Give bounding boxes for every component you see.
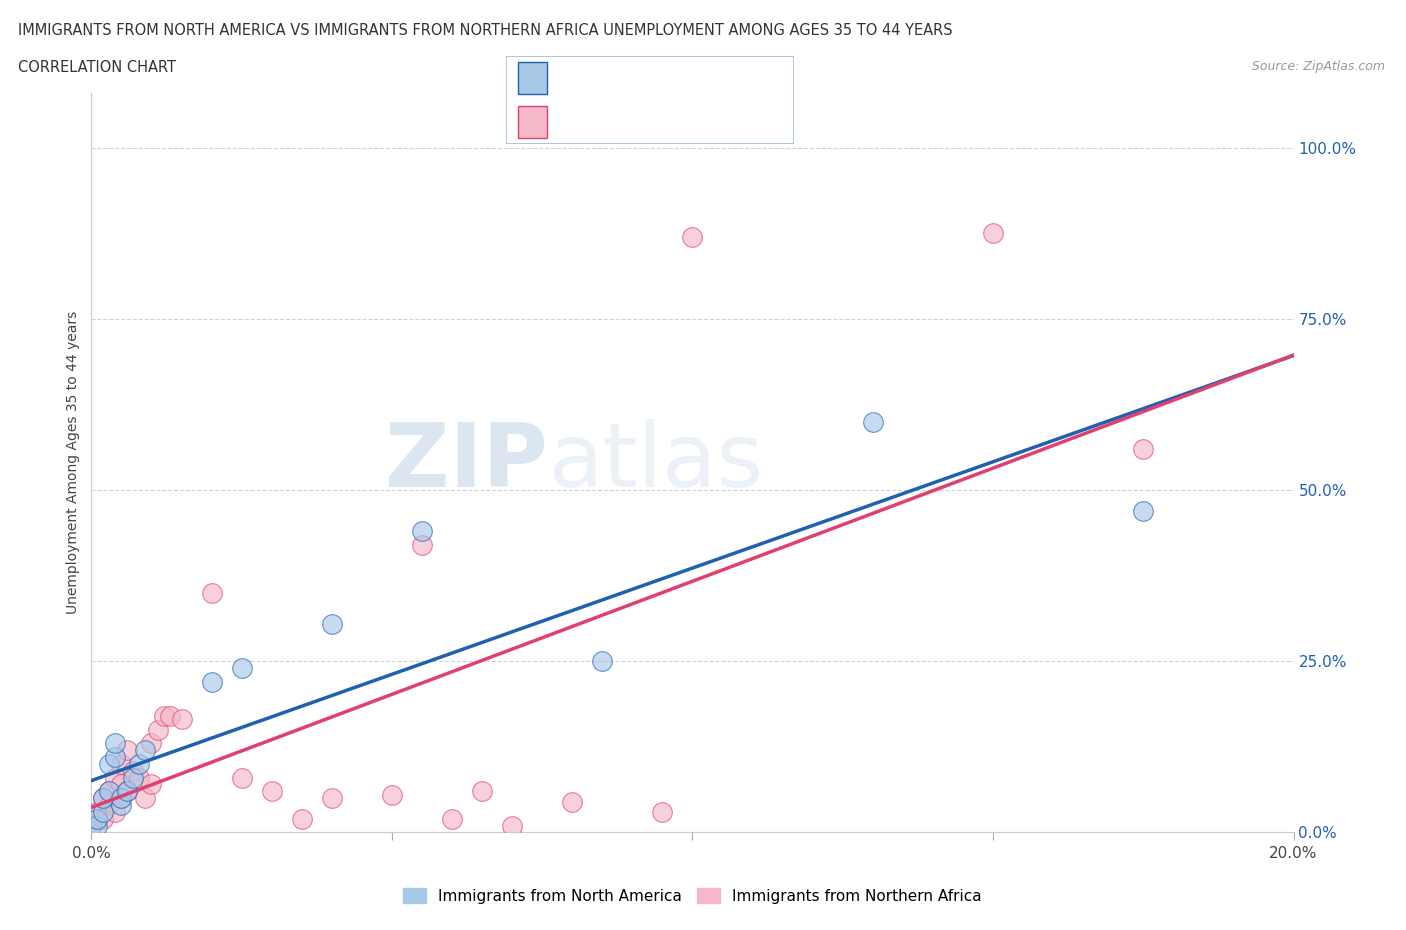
Point [98, 784, 121, 799]
Point [471, 784, 494, 799]
Point [152, 709, 174, 724]
Point [440, 811, 463, 826]
Point [80, 818, 103, 833]
Point [128, 770, 150, 785]
Point [231, 770, 253, 785]
Point [86, 811, 108, 826]
Point [159, 709, 181, 724]
Point [110, 798, 132, 813]
Point [104, 804, 127, 819]
Point [146, 723, 169, 737]
Point [117, 743, 139, 758]
Point [98, 784, 121, 799]
Point [98, 798, 121, 813]
Point [104, 750, 127, 764]
Point [591, 654, 613, 669]
Text: CORRELATION CHART: CORRELATION CHART [18, 60, 176, 75]
Point [93, 811, 115, 826]
Point [291, 811, 314, 826]
Point [862, 414, 884, 429]
Point [104, 770, 127, 785]
FancyBboxPatch shape [506, 56, 794, 144]
Point [201, 674, 224, 689]
Point [117, 784, 139, 799]
Point [93, 790, 115, 805]
Point [201, 585, 224, 600]
Point [104, 736, 127, 751]
Point [260, 784, 283, 799]
Point [80, 818, 103, 833]
Point [411, 538, 433, 552]
Point [122, 770, 145, 785]
Point [86, 804, 108, 819]
Legend: Immigrants from North America, Immigrants from Northern Africa: Immigrants from North America, Immigrant… [396, 882, 988, 910]
Point [117, 784, 139, 799]
Point [93, 790, 115, 805]
Point [128, 756, 150, 771]
Point [651, 804, 673, 819]
Point [86, 818, 108, 833]
Point [1132, 442, 1154, 457]
Point [411, 524, 433, 538]
Point [134, 790, 156, 805]
Point [681, 230, 703, 245]
Point [98, 756, 121, 771]
Point [501, 818, 523, 833]
Point [321, 790, 343, 805]
Point [321, 616, 343, 631]
Point [141, 777, 163, 791]
Point [110, 777, 132, 791]
Text: Source: ZipAtlas.com: Source: ZipAtlas.com [1251, 60, 1385, 73]
Point [110, 790, 132, 805]
Point [110, 756, 132, 771]
Point [110, 790, 132, 805]
Point [122, 764, 145, 778]
Point [141, 736, 163, 751]
Point [981, 226, 1004, 241]
FancyBboxPatch shape [517, 62, 547, 94]
Point [381, 788, 404, 803]
Point [93, 804, 115, 819]
Text: R = 0.665   N = 38: R = 0.665 N = 38 [558, 114, 723, 129]
FancyBboxPatch shape [517, 106, 547, 138]
Text: atlas: atlas [548, 419, 763, 506]
Point [231, 660, 253, 675]
Text: ZIP: ZIP [385, 419, 548, 506]
Y-axis label: Unemployment Among Ages 35 to 44 years: Unemployment Among Ages 35 to 44 years [66, 311, 80, 615]
Point [134, 743, 156, 758]
Point [86, 811, 108, 826]
Point [561, 794, 583, 809]
Text: R = 0.782   N = 21: R = 0.782 N = 21 [558, 71, 723, 86]
Text: IMMIGRANTS FROM NORTH AMERICA VS IMMIGRANTS FROM NORTHERN AFRICA UNEMPLOYMENT AM: IMMIGRANTS FROM NORTH AMERICA VS IMMIGRA… [18, 23, 953, 38]
Point [170, 712, 193, 727]
Point [1132, 503, 1154, 518]
